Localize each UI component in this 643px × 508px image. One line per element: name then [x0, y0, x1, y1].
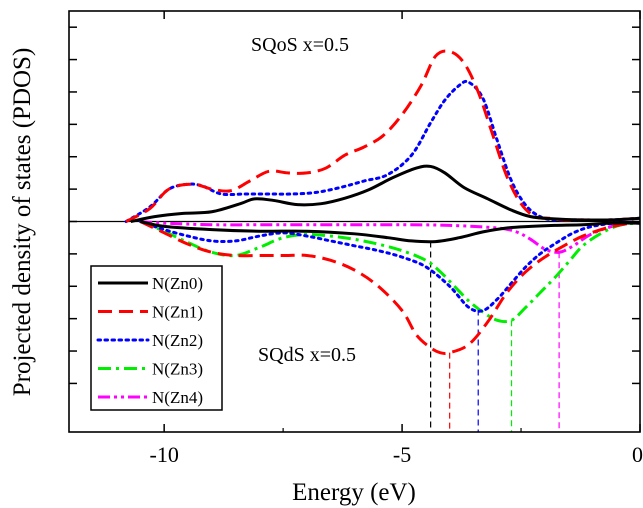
legend-label-0: N(Zn0) [152, 274, 203, 293]
legend-label-2: N(Zn2) [152, 331, 203, 350]
series-2-up-line [124, 79, 640, 223]
series-3-down-line [139, 220, 640, 324]
annotation-sqos: SQoS x=0.5 [251, 34, 349, 56]
x-axis-label: Energy (eV) [292, 479, 416, 506]
plot-area: -10 -5 0 [68, 10, 643, 467]
x-tick-label: -10 [150, 442, 179, 467]
legend-label-3: N(Zn3) [152, 360, 203, 379]
series-1-up-line [125, 49, 640, 223]
legend-label-1: N(Zn1) [152, 303, 203, 322]
series-1-down-line [139, 220, 640, 355]
y-axis-label: Projected density of states (PDOS) [9, 48, 36, 397]
legend-label-4: N(Zn4) [152, 388, 203, 407]
curves-layer [69, 49, 640, 432]
series-0-down-line [140, 220, 640, 244]
axis-ticks [69, 11, 641, 432]
x-tick-labels: -10 -5 0 [150, 442, 643, 467]
x-tick-label: 0 [632, 442, 643, 467]
legend-box [90, 265, 223, 411]
series-2-down-line [138, 220, 640, 313]
x-tick-label: -5 [393, 442, 411, 467]
series-0-up-line [130, 164, 640, 223]
annotation-sqds: SQdS x=0.5 [258, 344, 356, 366]
legend: N(Zn0) N(Zn1) N(Zn2) N(Zn3) N(Zn4) [90, 265, 223, 411]
